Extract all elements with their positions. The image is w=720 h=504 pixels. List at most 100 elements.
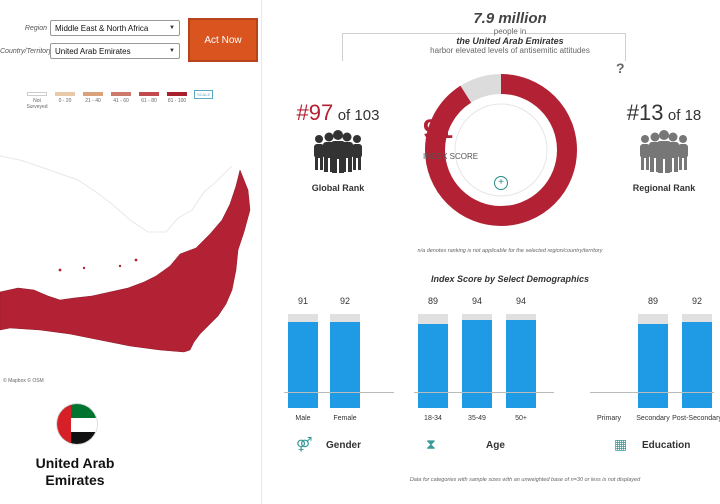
bar-column: 89 18-34 <box>418 296 448 436</box>
population-country: the United Arab Emirates <box>456 36 564 46</box>
map-attribution: © Mapbox © OSM <box>3 378 44 384</box>
legend-swatch <box>83 92 103 96</box>
global-rank-label: Global Rank <box>311 183 365 193</box>
country-name: United Arab Emirates <box>0 455 150 489</box>
bar-value-label: 91 <box>297 296 308 306</box>
legend-item: 81 - 100 <box>166 92 188 104</box>
population-summary: 7.9 million people in the United Arab Em… <box>400 10 620 55</box>
region-filter: Region Middle East & North Africa ▼ <box>0 19 180 37</box>
legend-item: 0 - 20 <box>54 92 76 104</box>
bar-track <box>506 314 536 408</box>
global-rank-of: of 103 <box>337 107 380 124</box>
region-label: Region <box>24 24 47 32</box>
global-rank: #97 of 103 Global Rank <box>286 100 390 193</box>
regional-rank: #13 of 18 Regional Rank <box>612 100 716 193</box>
bar-column: 91 Male <box>288 296 318 436</box>
bar-track <box>330 314 360 408</box>
bar-column: 89 Secondary <box>636 296 669 436</box>
bar[interactable] <box>288 322 318 408</box>
bar-value-label: 94 <box>471 296 482 306</box>
legend-swatch <box>27 92 47 96</box>
bar-value-label: 89 <box>427 296 438 306</box>
bar-column: 92 Female <box>330 296 360 436</box>
bar-category-label: Post-Secondary <box>672 415 720 422</box>
bar-track <box>682 314 712 408</box>
bar-category-label: Secondary <box>636 415 670 422</box>
group-divider <box>284 392 394 393</box>
scale-button[interactable]: SCALE <box>194 90 214 99</box>
index-score-label: INDEX SCORE <box>423 152 479 161</box>
donut-fill <box>425 74 577 226</box>
bar-value-label: 89 <box>647 296 658 306</box>
regional-rank-number: #13 <box>626 100 664 125</box>
demographics-title: Index Score by Select Demographics <box>430 274 590 284</box>
country-name-line2: Emirates <box>45 472 105 488</box>
chevron-down-icon: ▼ <box>169 48 175 54</box>
legend-label: Not Surveyed <box>26 98 48 110</box>
ranking-note: n/a denotes ranking is not applicable fo… <box>417 248 603 254</box>
map[interactable] <box>0 120 260 380</box>
legend-label: 0 - 20 <box>58 98 72 104</box>
bar-column: Primary <box>594 296 624 436</box>
bar-value-label: 92 <box>339 296 350 306</box>
legend-item: 41 - 60 <box>110 92 132 104</box>
country-select[interactable]: United Arab Emirates ▼ <box>50 43 180 59</box>
bar-track <box>418 314 448 408</box>
population-line1: people in <box>493 27 527 36</box>
bar-category-label: 50+ <box>515 415 527 422</box>
bar-value-label: 92 <box>691 296 702 306</box>
plus-icon[interactable]: + <box>494 176 508 190</box>
legend-swatch <box>139 92 159 96</box>
hourglass-icon: ⧗ <box>426 436 436 452</box>
bar-track <box>638 314 668 408</box>
region-select[interactable]: Middle East & North Africa ▼ <box>50 20 180 36</box>
regional-rank-label: Regional Rank <box>632 183 696 193</box>
map-legend: Not Surveyed 0 - 20 21 - 40 41 - 60 61 - 80 8… <box>26 90 214 110</box>
global-rank-number: #97 <box>296 100 334 125</box>
bar[interactable] <box>330 321 360 408</box>
education-icon: ▦ <box>614 436 628 452</box>
demographic-group-label: Gender <box>326 440 362 451</box>
country-label: Country/Territory <box>0 47 52 55</box>
country-filter: Country/Territory United Arab Emirates ▼ <box>0 42 180 60</box>
bar-column: 92 Post-Secondary <box>672 296 720 436</box>
legend-item: 61 - 80 <box>138 92 160 104</box>
population-number: 7.9 million <box>473 10 547 27</box>
bar-column: 94 50+ <box>506 296 536 436</box>
legend-swatch <box>55 92 75 96</box>
group-divider <box>590 392 714 393</box>
bar[interactable] <box>462 319 492 408</box>
bar-track <box>462 314 492 408</box>
bar-column: 94 35-49 <box>462 296 492 436</box>
sample-size-note: Data for categories with sample sizes wi… <box>409 477 641 483</box>
bar[interactable] <box>638 324 668 408</box>
bar-category-label: Female <box>333 415 357 422</box>
bracket-left <box>342 33 496 61</box>
demographic-group-label: Age <box>486 440 505 451</box>
legend-label: 21 - 40 <box>85 98 101 104</box>
group-divider <box>414 392 554 393</box>
bar-value-label: 94 <box>515 296 526 306</box>
legend-label: 41 - 60 <box>113 98 129 104</box>
country-select-value: United Arab Emirates <box>55 46 131 56</box>
demographic-group-label: Education <box>642 440 691 451</box>
index-score-donut: 91 INDEX SCORE + <box>423 72 579 228</box>
people-group-icon <box>314 130 362 173</box>
question-icon[interactable]: ? <box>616 60 625 76</box>
legend-item: 21 - 40 <box>82 92 104 104</box>
bar[interactable] <box>506 319 536 408</box>
left-panel: Region Middle East & North Africa ▼ Coun… <box>0 0 262 504</box>
bracket-right <box>524 33 626 61</box>
bar-category-label: 35-49 <box>468 415 486 422</box>
bar[interactable] <box>682 321 712 408</box>
legend-item: Not Surveyed <box>26 92 48 110</box>
bar[interactable] <box>418 324 448 408</box>
country-name-line1: United Arab <box>35 455 115 471</box>
donut-chart <box>425 74 577 226</box>
act-now-button[interactable]: Act Now <box>188 18 258 62</box>
bar-category-label: 18-34 <box>424 415 442 422</box>
bar-category-label: Primary <box>596 415 622 422</box>
chevron-down-icon: ▼ <box>169 25 175 31</box>
gender-icon: ⚤ <box>296 436 313 452</box>
legend-label: 61 - 80 <box>141 98 157 104</box>
